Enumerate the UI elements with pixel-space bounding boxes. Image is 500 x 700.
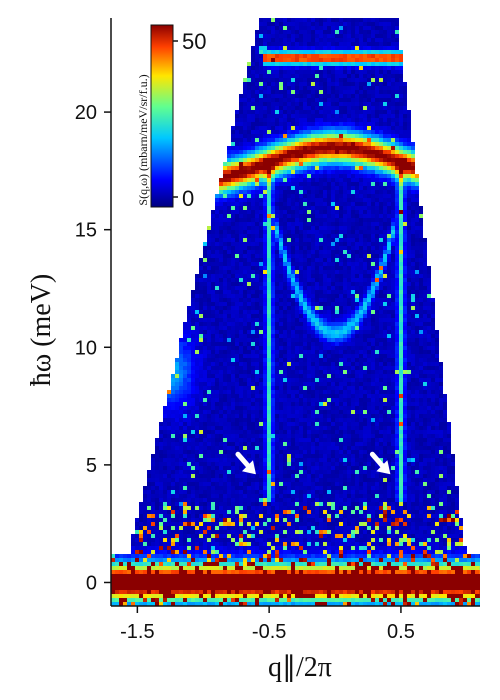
x-axis-title: q∥/2π: [268, 652, 332, 683]
y-axis-ticks: 0 5 10 15 20: [75, 102, 111, 594]
x-tick-label: -1.5: [120, 621, 154, 643]
y-axis-title: ħω (meV): [26, 274, 57, 387]
plot-frame: [110, 18, 480, 607]
y-tick-label: 5: [86, 455, 97, 477]
y-tick-label: 20: [75, 102, 97, 124]
y-tick-label: 10: [75, 337, 97, 359]
colorbar-label: S(q,ω) (mbarn/meV/sr/f.u.): [136, 74, 150, 205]
y-tick-label: 0: [86, 572, 97, 594]
colorbar-tick-label-max: 50: [182, 29, 206, 54]
x-tick-label: -0.5: [252, 621, 286, 643]
y-tick-label: 15: [75, 220, 97, 242]
arrow-head: [376, 460, 391, 475]
heatmap-raster: [111, 18, 480, 606]
annotation-layer: [235, 451, 391, 475]
x-axis-ticks: -1.5 -0.5 0.5: [120, 606, 415, 643]
colorbar: 50 0 S(q,ω) (mbarn/meV/sr/f.u.): [136, 24, 206, 211]
x-tick-label: 0.5: [387, 621, 415, 643]
arrow-head: [241, 460, 256, 475]
colorbar-bar: [150, 24, 174, 208]
colorbar-tick-label-min: 0: [182, 186, 194, 211]
